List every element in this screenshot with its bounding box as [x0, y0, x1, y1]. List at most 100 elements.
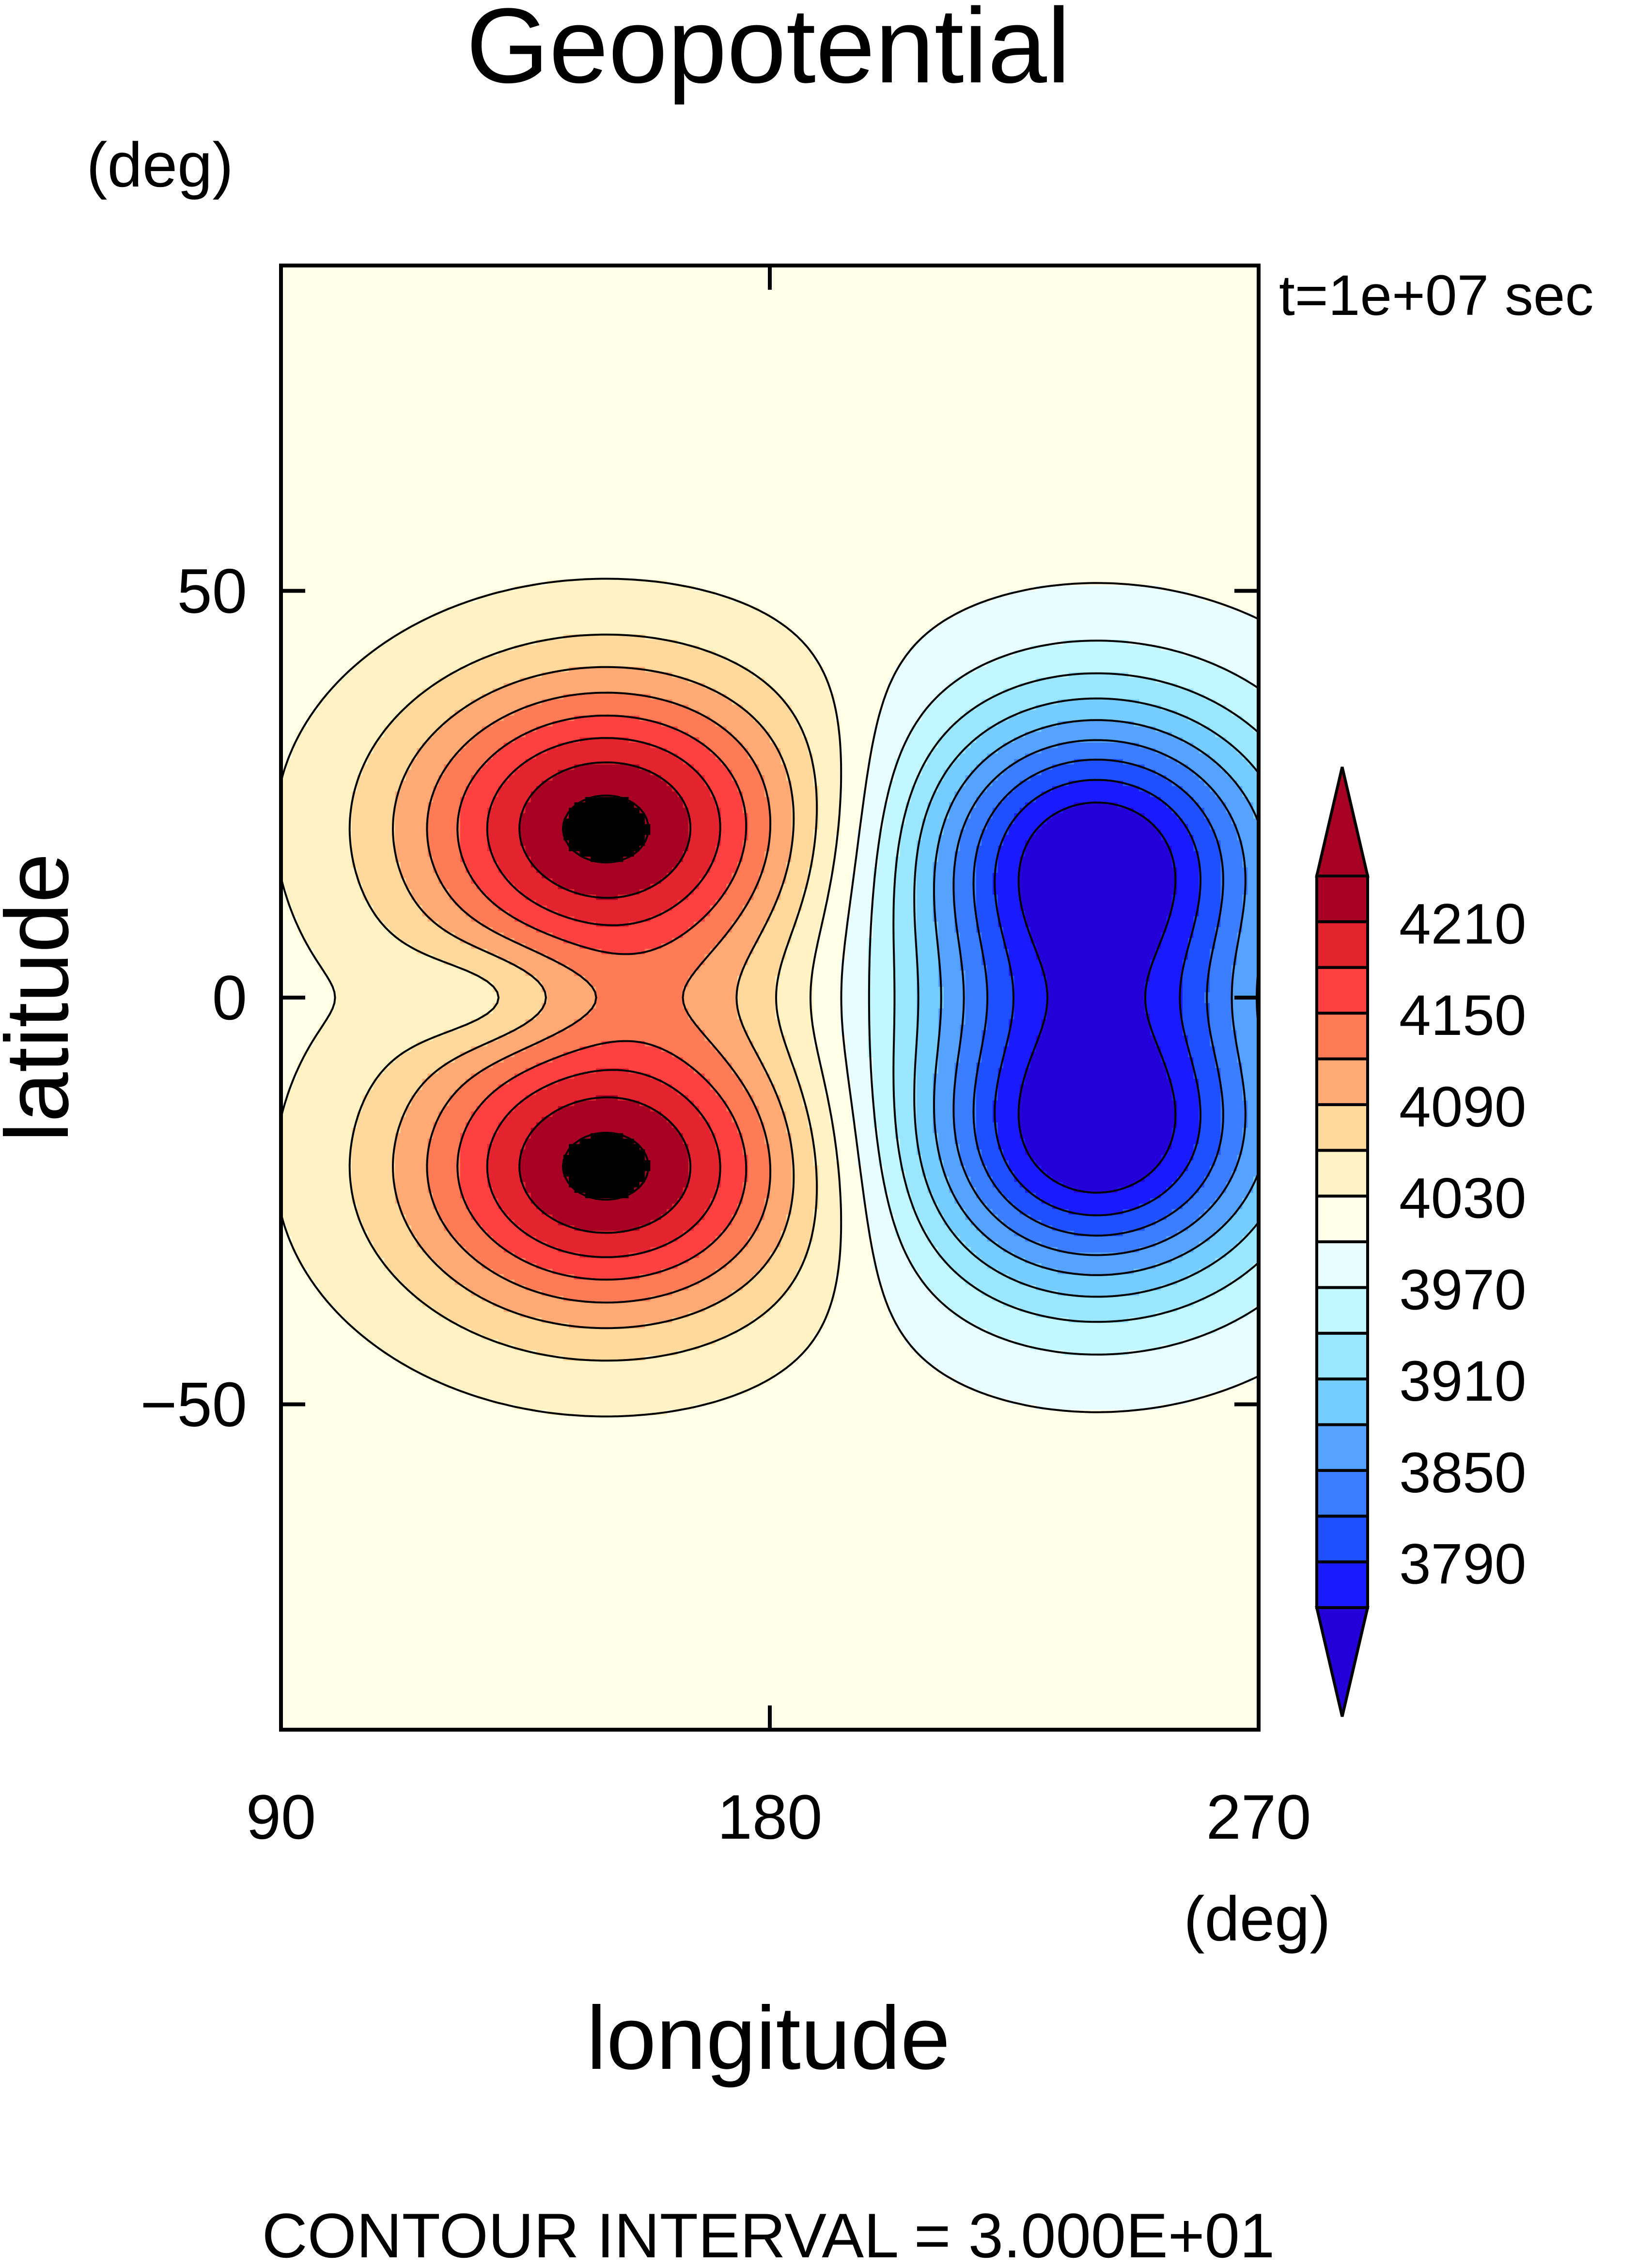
- contour-band-cell: [378, 1345, 515, 1351]
- contour-band-cell: [1003, 927, 1031, 933]
- contour-band-cell: [297, 1063, 390, 1069]
- contour-band-cell: [894, 1133, 917, 1139]
- contour-band-cell: [818, 802, 841, 808]
- contour-band-cell: [1177, 1176, 1205, 1183]
- contour-band-cell: [943, 1372, 1259, 1378]
- contour-band-cell: [916, 1127, 933, 1134]
- contour-band-cell: [987, 965, 1009, 971]
- contour-band-cell: [677, 726, 727, 733]
- contour-band-cell: [411, 1046, 471, 1052]
- contour-band-cell: [770, 1192, 792, 1199]
- contour-band-cell: [965, 1165, 988, 1172]
- contour-band-cell: [976, 1068, 998, 1074]
- contour-band-cell: [933, 1117, 955, 1123]
- contour-band-cell: [916, 1019, 939, 1025]
- contour-band-cell: [427, 1155, 461, 1161]
- contour-band-cell: [813, 981, 841, 987]
- contour-band-cell: [960, 1274, 1009, 1280]
- contour-band-cell: [753, 949, 787, 955]
- contour-band-cell: [493, 1133, 531, 1139]
- contour-band-cell: [1166, 1063, 1194, 1069]
- contour-band-cell: [563, 694, 651, 700]
- contour-band-cell: [840, 998, 868, 1003]
- contour-band-cell: [884, 824, 901, 830]
- contour-band-cell: [938, 927, 955, 933]
- contour-band-cell: [1161, 938, 1188, 944]
- contour-band-cell: [1025, 1187, 1075, 1193]
- contour-band-cell: [721, 759, 754, 765]
- contour-band-cell: [1204, 1393, 1259, 1399]
- contour-band-cell: [292, 905, 374, 911]
- contour-band-cell: [471, 1252, 515, 1258]
- contour-band-cell: [351, 840, 396, 846]
- contour-band-cell: [840, 1263, 873, 1269]
- contour-band-cell: [1046, 1003, 1145, 1009]
- contour-band-cell: [704, 916, 738, 922]
- contour-band-cell: [840, 802, 863, 808]
- contour-band-cell: [281, 1496, 1259, 1502]
- contour-band-cell: [737, 1073, 770, 1079]
- contour-band-cell: [916, 775, 944, 781]
- contour-band-cell: [351, 851, 396, 857]
- contour-band-cell: [933, 878, 955, 884]
- contour-band-cell: [1128, 640, 1259, 646]
- contour-band-cell: [1003, 1219, 1042, 1226]
- contour-band-cell: [1025, 845, 1172, 852]
- contour-band-cell: [628, 1252, 700, 1258]
- contour-band-cell: [281, 883, 363, 890]
- contour-band-cell: [742, 1019, 781, 1025]
- contour-band-cell: [851, 1084, 873, 1090]
- contour-band-cell: [965, 1382, 1237, 1389]
- contour-band-cell: [976, 1063, 1004, 1069]
- contour-band-cell: [1030, 927, 1167, 933]
- contour-band-cell: [780, 889, 803, 895]
- contour-band-cell: [482, 1068, 526, 1074]
- contour-band-cell: [1009, 1165, 1042, 1172]
- contour-band-cell: [482, 889, 520, 895]
- contour-band-cell: [351, 818, 396, 825]
- contour-band-cell: [840, 742, 873, 749]
- contour-band-cell: [954, 1231, 982, 1237]
- contour-band-cell: [520, 824, 564, 830]
- contour-band-cell: [482, 1225, 520, 1231]
- contour-band-cell: [775, 998, 814, 1003]
- contour-band-cell: [362, 1219, 406, 1226]
- contour-band-cell: [476, 596, 732, 602]
- contour-band-cell: [938, 1046, 960, 1052]
- contour-band-cell: [704, 1306, 770, 1313]
- contour-band-cell: [867, 1209, 890, 1215]
- contour-band-cell: [867, 959, 895, 966]
- contour-band-cell: [433, 1204, 466, 1210]
- contour-band-cell: [813, 1024, 841, 1031]
- contour-band-cell: [281, 1659, 1259, 1665]
- contour-band-cell: [1215, 927, 1243, 933]
- contour-band-cell: [1188, 1274, 1243, 1280]
- contour-band-cell: [824, 1079, 852, 1085]
- contour-band-cell: [851, 878, 873, 884]
- contour-band-cell: [829, 688, 890, 694]
- contour-band-cell: [997, 1187, 1026, 1193]
- contour-band-cell: [1019, 1280, 1178, 1285]
- contour-band-cell: [281, 1447, 1259, 1454]
- contour-band-cell: [1231, 742, 1259, 749]
- contour-band-cell: [997, 856, 1020, 862]
- contour-band-cell: [1014, 650, 1183, 657]
- contour-band-cell: [530, 856, 591, 862]
- contour-band-cell: [547, 954, 705, 960]
- contour-band-cell: [498, 1127, 531, 1134]
- contour-band-cell: [900, 1165, 922, 1172]
- contour-band-cell: [579, 1252, 629, 1258]
- contour-band-cell: [438, 677, 520, 684]
- contour-band-cell: [797, 1268, 841, 1275]
- contour-band-cell: [997, 775, 1031, 781]
- contour-band-cell: [1046, 976, 1151, 982]
- contour-band-cell: [471, 1209, 504, 1215]
- contour-band-cell: [460, 748, 499, 754]
- contour-band-cell: [721, 1182, 743, 1188]
- contour-band-cell: [835, 704, 885, 711]
- contour-band-cell: [498, 786, 537, 792]
- contour-band-cell: [813, 1014, 841, 1020]
- contour-band-cell: [487, 1155, 520, 1161]
- contour-band-cell: [867, 1214, 895, 1220]
- contour-band-cell: [835, 1280, 879, 1285]
